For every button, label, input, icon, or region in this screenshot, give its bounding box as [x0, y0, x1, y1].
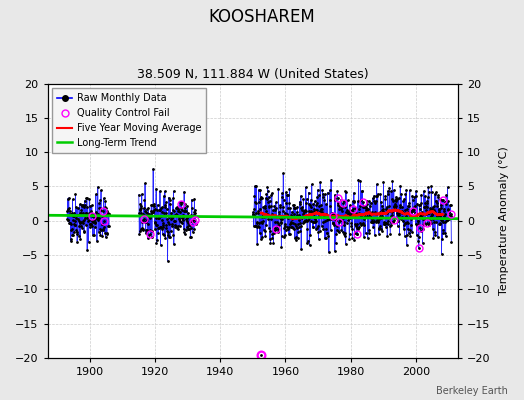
Y-axis label: Temperature Anomaly (°C): Temperature Anomaly (°C) [499, 146, 509, 295]
Title: 38.509 N, 111.884 W (United States): 38.509 N, 111.884 W (United States) [137, 68, 369, 81]
Legend: Raw Monthly Data, Quality Control Fail, Five Year Moving Average, Long-Term Tren: Raw Monthly Data, Quality Control Fail, … [52, 88, 206, 153]
Text: KOOSHAREM: KOOSHAREM [209, 8, 315, 26]
Text: Berkeley Earth: Berkeley Earth [436, 386, 508, 396]
